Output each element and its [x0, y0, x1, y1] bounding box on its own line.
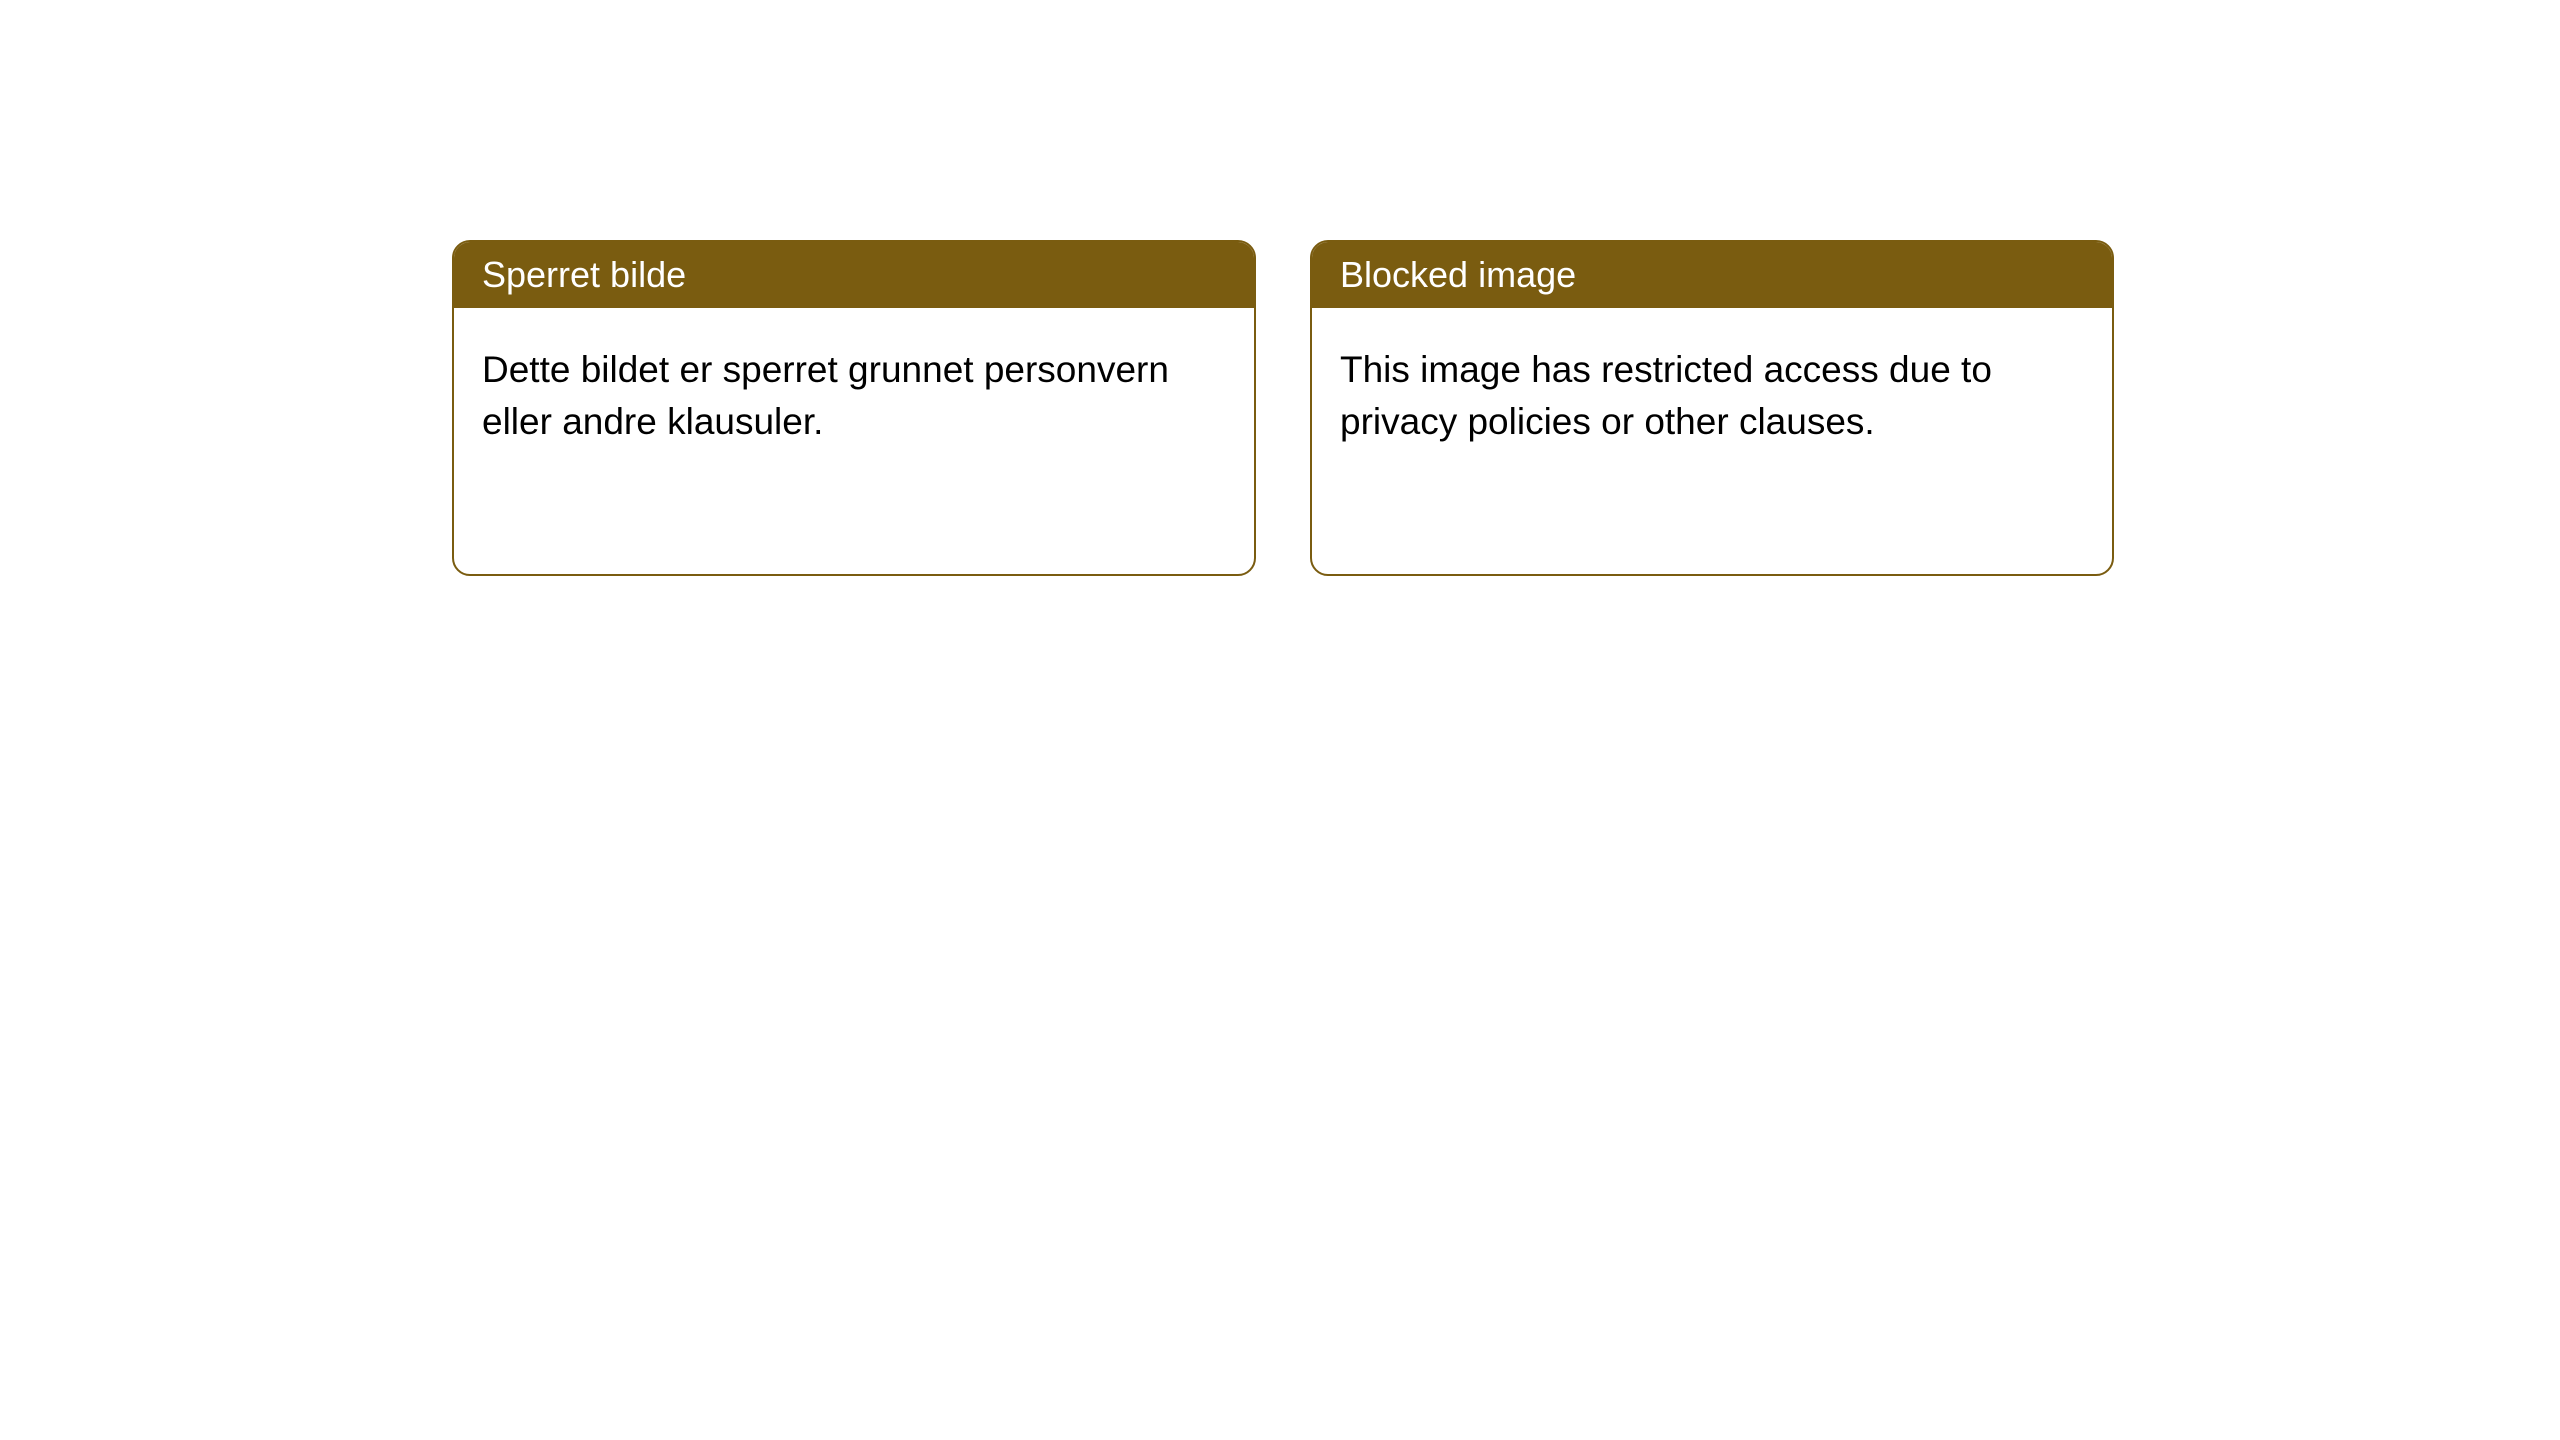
- notice-body-en: This image has restricted access due to …: [1340, 349, 1992, 442]
- notice-card-en: Blocked image This image has restricted …: [1310, 240, 2114, 576]
- notice-cards-container: Sperret bilde Dette bildet er sperret gr…: [452, 240, 2114, 576]
- notice-title-no: Sperret bilde: [482, 254, 686, 295]
- notice-title-en: Blocked image: [1340, 254, 1576, 295]
- notice-body-no: Dette bildet er sperret grunnet personve…: [482, 349, 1169, 442]
- notice-card-body-no: Dette bildet er sperret grunnet personve…: [454, 308, 1254, 484]
- notice-card-header-no: Sperret bilde: [454, 242, 1254, 308]
- notice-card-body-en: This image has restricted access due to …: [1312, 308, 2112, 484]
- notice-card-header-en: Blocked image: [1312, 242, 2112, 308]
- notice-card-no: Sperret bilde Dette bildet er sperret gr…: [452, 240, 1256, 576]
